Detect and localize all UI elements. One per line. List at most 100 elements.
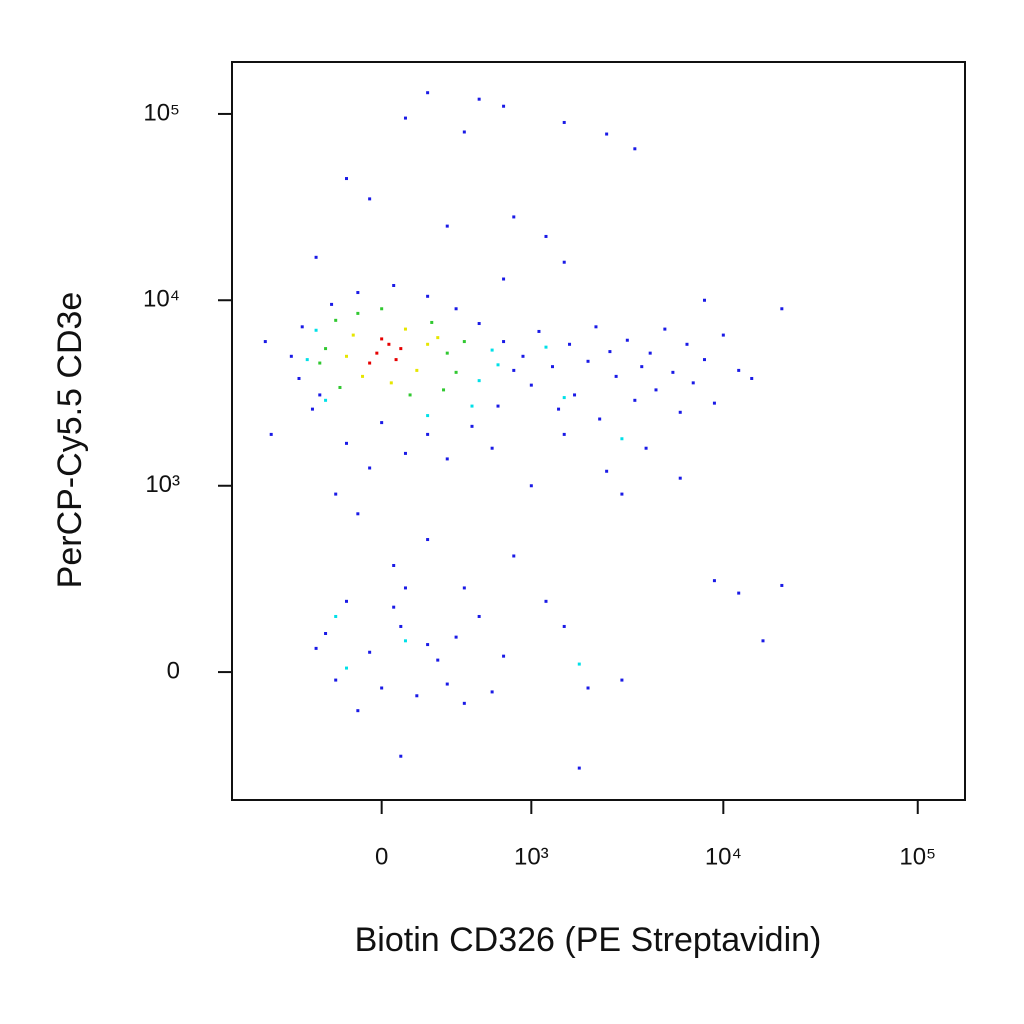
point bbox=[324, 398, 328, 402]
point bbox=[445, 351, 449, 355]
point bbox=[344, 666, 348, 670]
x-tick-label: 10³ bbox=[514, 843, 549, 870]
point bbox=[702, 358, 706, 362]
point bbox=[605, 132, 609, 136]
point bbox=[544, 599, 548, 603]
point bbox=[737, 591, 741, 595]
point bbox=[356, 512, 360, 516]
point bbox=[314, 255, 318, 259]
point bbox=[496, 363, 500, 367]
point bbox=[496, 404, 500, 408]
point bbox=[678, 410, 682, 414]
point bbox=[356, 709, 360, 713]
point bbox=[654, 388, 658, 392]
point bbox=[403, 639, 407, 643]
point bbox=[380, 421, 384, 425]
point bbox=[380, 307, 384, 311]
point bbox=[780, 307, 784, 311]
point bbox=[502, 654, 506, 658]
point bbox=[462, 701, 466, 705]
point bbox=[430, 320, 434, 324]
point bbox=[562, 396, 566, 400]
point bbox=[537, 329, 541, 333]
point bbox=[671, 370, 675, 374]
point bbox=[415, 694, 419, 698]
point bbox=[605, 469, 609, 473]
point bbox=[399, 754, 403, 758]
point bbox=[490, 690, 494, 694]
point bbox=[512, 554, 516, 558]
point bbox=[408, 393, 412, 397]
point bbox=[712, 579, 716, 583]
point bbox=[562, 624, 566, 628]
point bbox=[490, 348, 494, 352]
point bbox=[737, 368, 741, 372]
point bbox=[356, 311, 360, 315]
point bbox=[334, 318, 338, 322]
point bbox=[470, 404, 474, 408]
point bbox=[330, 302, 334, 306]
point bbox=[477, 97, 481, 101]
point bbox=[356, 291, 360, 295]
point bbox=[625, 338, 629, 342]
point bbox=[300, 325, 304, 329]
point bbox=[426, 432, 430, 436]
point bbox=[351, 333, 355, 337]
point bbox=[490, 446, 494, 450]
point bbox=[399, 624, 403, 628]
point bbox=[263, 340, 267, 344]
point bbox=[310, 407, 314, 411]
plot-frame bbox=[231, 61, 966, 801]
point bbox=[394, 358, 398, 362]
point bbox=[633, 398, 637, 402]
point bbox=[436, 658, 440, 662]
point bbox=[577, 662, 581, 666]
point bbox=[685, 342, 689, 346]
point bbox=[445, 224, 449, 228]
point bbox=[399, 347, 403, 351]
point bbox=[368, 361, 372, 365]
point bbox=[389, 381, 393, 385]
x-tick-label: 10⁴ bbox=[705, 843, 742, 870]
y-tick-label: 10⁵ bbox=[143, 99, 180, 126]
point bbox=[392, 283, 396, 287]
point bbox=[415, 368, 419, 372]
point bbox=[269, 432, 273, 436]
point bbox=[403, 451, 407, 455]
point bbox=[334, 678, 338, 682]
point bbox=[470, 424, 474, 428]
point bbox=[426, 91, 430, 95]
point bbox=[314, 646, 318, 650]
point bbox=[648, 351, 652, 355]
point bbox=[462, 586, 466, 590]
point bbox=[620, 492, 624, 496]
point bbox=[344, 599, 348, 603]
point bbox=[380, 337, 384, 341]
point bbox=[633, 147, 637, 151]
x-tick-label: 10⁵ bbox=[899, 843, 936, 870]
point bbox=[477, 322, 481, 326]
point bbox=[454, 370, 458, 374]
point bbox=[324, 347, 328, 351]
point bbox=[544, 234, 548, 238]
point bbox=[344, 177, 348, 181]
point bbox=[529, 484, 533, 488]
point bbox=[436, 336, 440, 340]
point bbox=[502, 340, 506, 344]
point bbox=[562, 120, 566, 124]
point bbox=[368, 197, 372, 201]
point bbox=[403, 586, 407, 590]
point bbox=[620, 437, 624, 441]
point bbox=[426, 342, 430, 346]
point bbox=[780, 583, 784, 587]
point bbox=[678, 476, 682, 480]
point bbox=[426, 643, 430, 647]
point bbox=[442, 388, 446, 392]
point bbox=[691, 381, 695, 385]
point bbox=[426, 294, 430, 298]
point bbox=[344, 441, 348, 445]
point bbox=[557, 407, 561, 411]
point bbox=[392, 605, 396, 609]
point bbox=[620, 678, 624, 682]
y-axis-label: PerCP-Cy5.5 CD3e bbox=[51, 292, 89, 589]
